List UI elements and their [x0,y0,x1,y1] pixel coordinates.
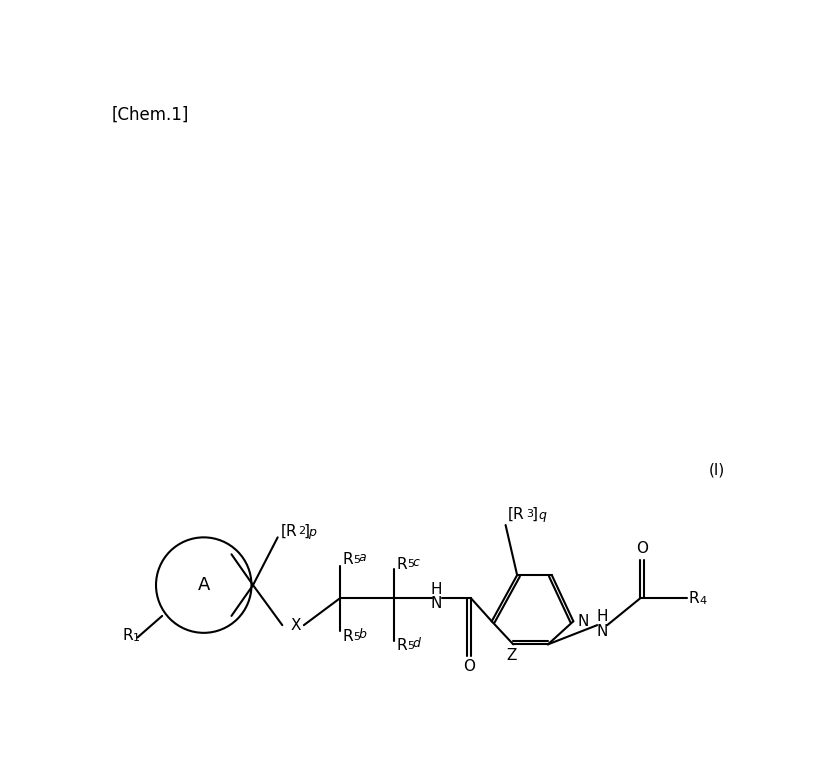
Text: 2: 2 [298,526,304,536]
Text: R: R [396,557,407,572]
Text: c: c [412,555,419,569]
Text: H: H [596,609,607,624]
Text: 5: 5 [407,641,414,651]
Text: R: R [396,638,407,654]
Text: N: N [578,614,589,629]
Text: [Chem.1]: [Chem.1] [111,106,189,124]
Text: 1: 1 [133,633,140,644]
Text: p: p [309,526,316,540]
Text: ]: ] [532,507,538,522]
Text: O: O [636,541,648,557]
Text: R: R [689,590,700,606]
Text: A: A [197,576,210,594]
Text: R: R [342,552,353,567]
Text: q: q [538,509,546,522]
Text: d: d [412,637,420,650]
Text: 3: 3 [526,509,534,519]
Text: [R: [R [280,524,297,539]
Text: N: N [431,596,442,611]
Text: 5: 5 [353,632,361,642]
Text: 5: 5 [353,554,361,565]
Text: b: b [359,628,366,641]
Text: (I): (I) [710,462,725,477]
Text: H: H [431,583,442,597]
Text: ]: ] [303,524,309,539]
Text: 4: 4 [700,596,707,605]
Text: R: R [342,630,353,644]
Text: a: a [359,551,366,564]
Text: R: R [122,629,133,644]
Text: 5: 5 [407,559,414,569]
Text: O: O [463,659,474,674]
Text: [R: [R [508,507,525,522]
Text: X: X [291,618,301,633]
Text: Z: Z [507,647,517,662]
Text: N: N [596,624,607,639]
